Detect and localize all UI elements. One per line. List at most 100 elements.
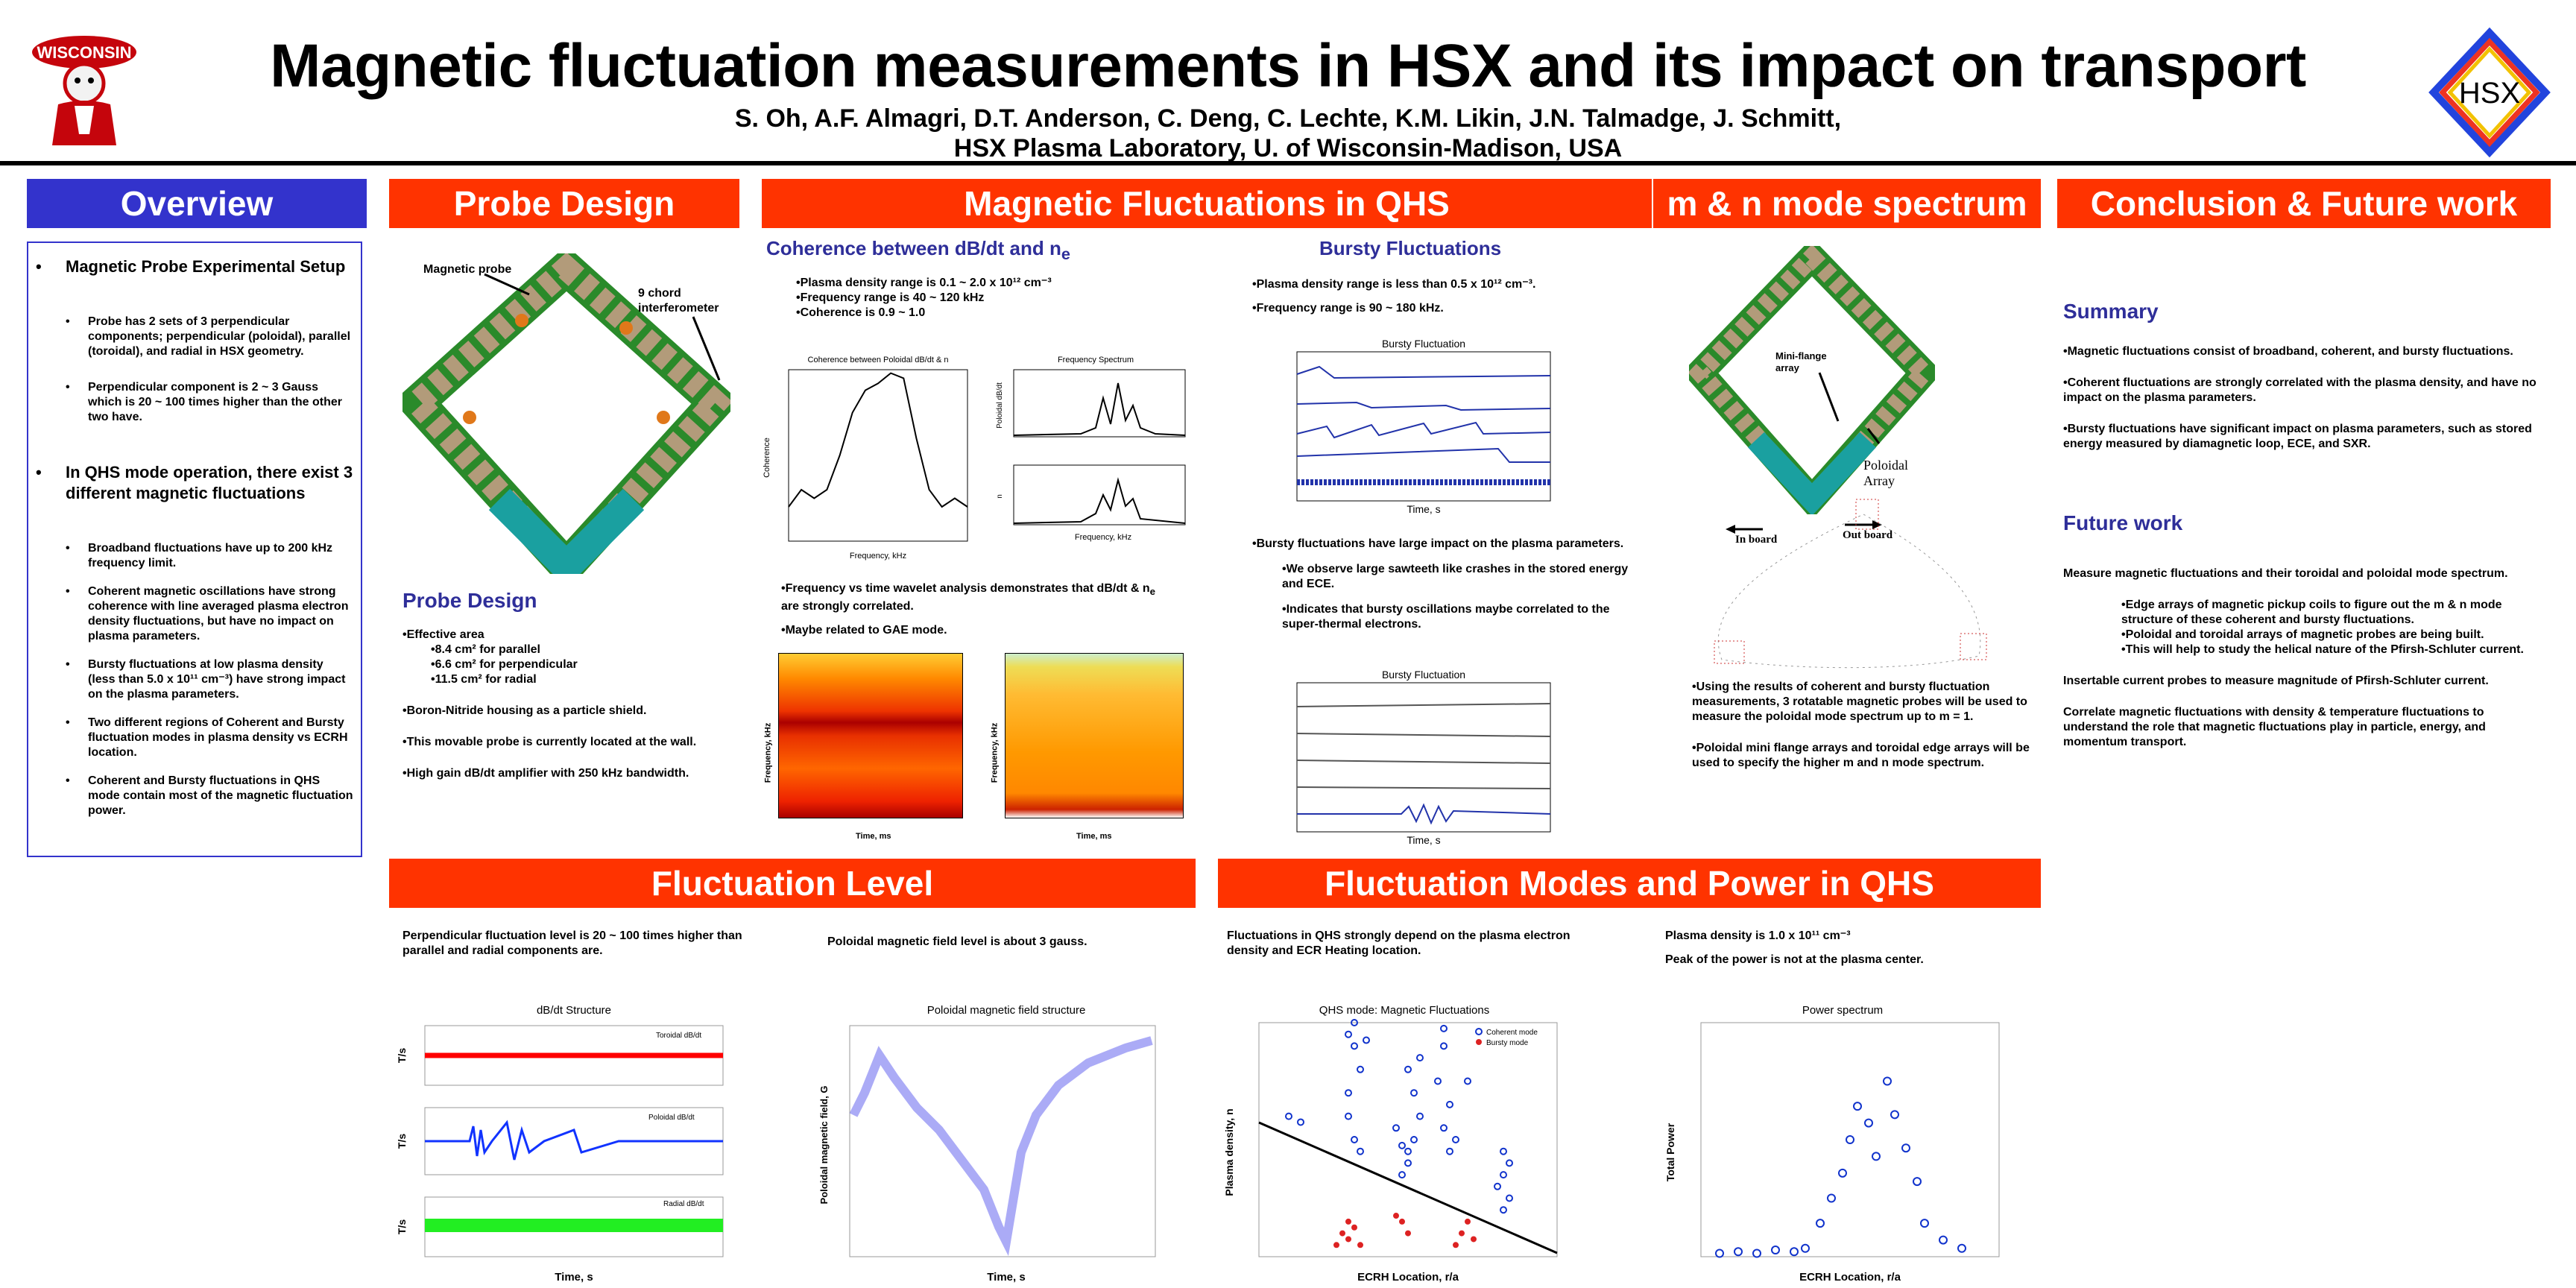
- coherent-point: [1351, 1019, 1358, 1026]
- wavelet-ylabel-2: Frequency, kHz: [990, 722, 1000, 783]
- coherent-point: [1500, 1171, 1507, 1179]
- power-point: [1890, 1110, 1899, 1120]
- power-point: [1816, 1219, 1825, 1228]
- power-point: [1752, 1248, 1761, 1258]
- level-text-1: Perpendicular fluctuation level is 20 ~ …: [402, 929, 742, 957]
- power-point: [1734, 1247, 1743, 1257]
- coherence-chart-ylabel: Coherence: [763, 438, 771, 478]
- overview-bullet-6: • Two different regions of Coherent and B…: [66, 716, 348, 759]
- section-level: Fluctuation Level: [389, 859, 1196, 908]
- legend-toroidal: Toroidal dB/dt: [656, 1032, 701, 1040]
- coherent-point: [1440, 1042, 1448, 1050]
- coherent-point: [1392, 1124, 1400, 1132]
- power-point: [1715, 1248, 1724, 1258]
- hsx-device-image: [393, 245, 740, 593]
- bursty-chart-2-title: Bursty Fluctuation: [1382, 669, 1465, 681]
- power-spectrum-chart: Power spectrum Total Power ECRH Location…: [1664, 1004, 2000, 1284]
- probe-point-3: •High gain dB/dt amplifier with 250 kHz …: [402, 767, 689, 780]
- bursty-point: [1333, 1242, 1339, 1248]
- frequency-spectrum-chart: Frequency Spectrum Frequency, kHz Poloid…: [996, 356, 1186, 542]
- probe-point-2: •This movable probe is currently located…: [402, 736, 697, 748]
- wavelet-point-1: •Frequency vs time wavelet analysis demo…: [781, 582, 1150, 595]
- power-point: [1771, 1246, 1780, 1255]
- future-point-4: •This will help to study the helical nat…: [2121, 643, 2524, 656]
- poloidal-field-title: Poloidal magnetic field structure: [927, 1004, 1086, 1017]
- coherence-chart-xlabel: Frequency, kHz: [850, 552, 906, 561]
- bursty-point-3: •Bursty fluctuations have large impact o…: [1252, 537, 1624, 550]
- legend-poloidal: Poloidal dB/dt: [648, 1114, 695, 1122]
- power-point: [1801, 1243, 1810, 1253]
- coherence-line: [788, 372, 968, 508]
- poloidal-field-chart: Poloidal magnetic field structure Poloid…: [818, 1004, 1156, 1284]
- summary-subheading: Summary: [2063, 300, 2159, 323]
- coherent-point: [1398, 1171, 1406, 1179]
- overview-bullet-2: • Perpendicular component is 2 ~ 3 Gauss …: [66, 381, 342, 423]
- summary-text: •Magnetic fluctuations consist of broadb…: [2063, 344, 2540, 452]
- bursty-subheading: Bursty Fluctuations: [1319, 237, 1502, 259]
- bursty-chart-2: Bursty Fluctuation Time, s: [1296, 669, 1551, 846]
- dbdt-ylabel-2: T/s: [396, 1134, 408, 1149]
- coherent-point: [1398, 1141, 1406, 1149]
- power-point: [1864, 1118, 1873, 1128]
- power-point: [1957, 1243, 1966, 1253]
- coherent-point: [1345, 1089, 1352, 1097]
- dbdt-title: dB/dt Structure: [537, 1004, 611, 1017]
- coherence-point-2: •Frequency range is 40 ~ 120 kHz: [796, 291, 985, 304]
- coherent-point: [1416, 1054, 1424, 1062]
- summary-point-3: •Bursty fluctuations have significant im…: [2063, 423, 2532, 450]
- coherent-point: [1434, 1077, 1442, 1085]
- wavelet-spectrogram-2: [1005, 653, 1184, 818]
- summary-point-1: •Magnetic fluctuations consist of broadb…: [2063, 345, 2513, 358]
- overview-bullet-1: • Probe has 2 sets of 3 perpendicular com…: [66, 315, 351, 358]
- coherent-point: [1446, 1100, 1453, 1108]
- qhs-scatter-chart: QHS mode: Magnetic Fluctuations Coherent…: [1223, 1004, 1558, 1284]
- future-point-6: Correlate magnetic fluctuations with den…: [2063, 706, 2486, 748]
- future-point-3: •Poloidal and toroidal arrays of magneti…: [2121, 628, 2484, 641]
- coherent-point: [1440, 1024, 1448, 1032]
- coherent-point: [1404, 1065, 1412, 1073]
- power-point: [1827, 1193, 1836, 1203]
- poster-affiliation: HSX Plasma Laboratory, U. of Wisconsin-M…: [953, 134, 1623, 162]
- dbdt-ylabel-1: T/s: [396, 1048, 408, 1063]
- overview-heading-2: • In QHS mode operation, there exist 3 di…: [36, 463, 353, 502]
- modes-point-3: Peak of the power is not at the plasma c…: [1665, 953, 1924, 966]
- coherent-point: [1404, 1159, 1412, 1167]
- coherent-point: [1464, 1077, 1471, 1085]
- coherence-point-3: •Coherence is 0.9 ~ 1.0: [796, 306, 926, 319]
- power-point: [1939, 1235, 1948, 1245]
- bursty-point: [1339, 1230, 1345, 1237]
- coherence-chart: Coherence between Poloidal dB/dt & n Fre…: [763, 356, 968, 561]
- overview-box: • Magnetic Probe Experimental Setup • Prob…: [27, 242, 362, 857]
- coherent-point: [1357, 1147, 1364, 1155]
- freq-spectrum-xlabel: Frequency, kHz: [1075, 533, 1131, 542]
- label-poloidal-array: Poloidal Array: [1863, 458, 1909, 488]
- mn-point-2: •Poloidal mini flange arrays and toroida…: [1692, 742, 2030, 769]
- coherent-point: [1404, 1147, 1412, 1155]
- overview-heading-1: • Magnetic Probe Experimental Setup: [36, 257, 346, 276]
- coherent-point: [1345, 1030, 1352, 1038]
- mini-flange-device-image: [1682, 238, 1942, 520]
- bursty-chart-1-xlabel: Time, s: [1407, 503, 1440, 515]
- wavelet-point-3: •Maybe related to GAE mode.: [781, 624, 947, 637]
- bursty-chart-1-title: Bursty Fluctuation: [1382, 338, 1465, 350]
- poloidal-field-ylabel: Poloidal magnetic field, G: [818, 1086, 830, 1205]
- mn-point-1: •Using the results of coherent and burst…: [1692, 681, 2027, 723]
- future-point-5: Insertable current probes to measure mag…: [2063, 675, 2489, 687]
- label-interferometer: 9 chord interferometer: [638, 287, 719, 315]
- wavelet-xlabel-2: Time, ms: [1076, 832, 1112, 841]
- probe-subheading: Probe Design: [402, 589, 537, 612]
- power-point: [1883, 1076, 1892, 1086]
- coherent-point: [1285, 1112, 1292, 1120]
- poster-header: WISCONSIN Magnetic fluctuation measureme…: [0, 0, 2576, 165]
- label-out-board: Out board: [1843, 529, 1893, 541]
- legend-coherent: Coherent mode: [1486, 1029, 1538, 1037]
- power-spectrum-ylabel: Total Power: [1664, 1123, 1676, 1181]
- coherent-point: [1500, 1147, 1507, 1155]
- logo-left-text: WISCONSIN: [37, 43, 131, 62]
- probe-area-2: •6.6 cm² for perpendicular: [431, 658, 578, 671]
- bursty-point: [1465, 1218, 1471, 1225]
- wavelet-xlabel-1: Time, ms: [856, 832, 891, 841]
- freq-spectrum-title: Frequency Spectrum: [1058, 356, 1134, 364]
- coherence-text: •Plasma density range is 0.1 ~ 2.0 x 10¹…: [796, 276, 1169, 321]
- coherent-point: [1416, 1112, 1424, 1120]
